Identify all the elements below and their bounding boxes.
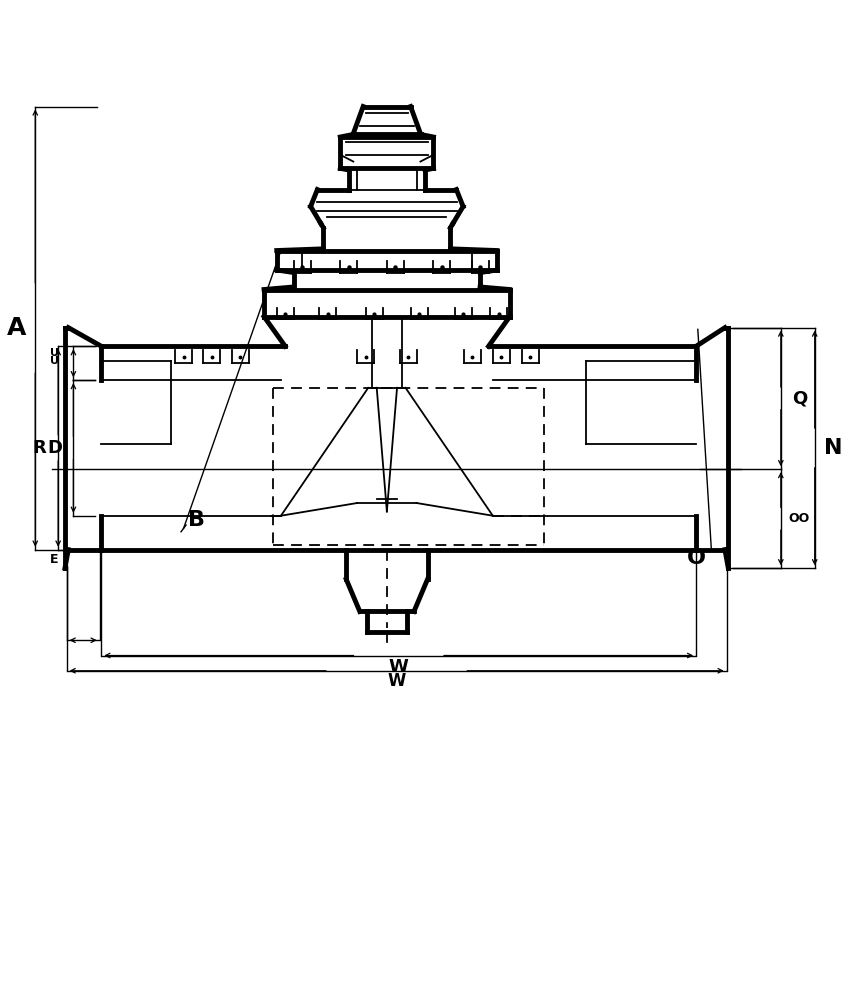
Text: A: A xyxy=(7,316,26,340)
Text: W: W xyxy=(388,658,409,675)
Text: Q: Q xyxy=(792,389,808,407)
Text: B: B xyxy=(188,510,205,530)
Text: N: N xyxy=(824,438,842,458)
Text: U: U xyxy=(50,356,60,365)
Text: OO: OO xyxy=(789,512,810,525)
Text: W: W xyxy=(388,672,405,690)
Text: E: E xyxy=(49,553,58,566)
Text: O: O xyxy=(687,548,706,568)
Text: U: U xyxy=(50,348,60,358)
Text: D: D xyxy=(48,439,62,457)
Text: R: R xyxy=(32,439,47,457)
